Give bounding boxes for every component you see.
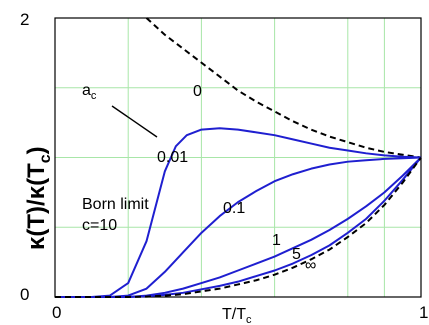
series-line-2	[55, 156, 422, 298]
curve-label-5: 5	[292, 246, 301, 263]
y-tick-label-min: 0	[20, 285, 29, 304]
x-tick-label-max: 1	[419, 303, 428, 322]
ac-pointer-line	[111, 105, 158, 138]
curve-label-0: 0	[193, 83, 202, 100]
series-line-5	[55, 156, 422, 298]
x-axis-label: T/Tc	[222, 306, 252, 325]
y-tick-label-max: 2	[20, 10, 29, 29]
c-value-label: c=10	[82, 217, 117, 234]
curves	[55, 17, 422, 298]
y-axis-label: κ(T)/κ(Tc)	[23, 146, 54, 250]
curve-label-1: 1	[272, 232, 281, 249]
series-line-4	[55, 156, 422, 298]
series-line-1	[55, 127, 422, 298]
ac-label: ac	[82, 82, 97, 102]
curve-label-0-1: 0.1	[223, 200, 245, 217]
x-tick-label-min: 0	[52, 303, 61, 322]
curve-label-infinity: ∞	[305, 257, 316, 274]
grid	[55, 18, 421, 297]
series-line-3	[55, 156, 422, 298]
curve-label-0-01: 0.01	[157, 149, 188, 166]
born-limit-label: Born limit	[82, 196, 149, 213]
